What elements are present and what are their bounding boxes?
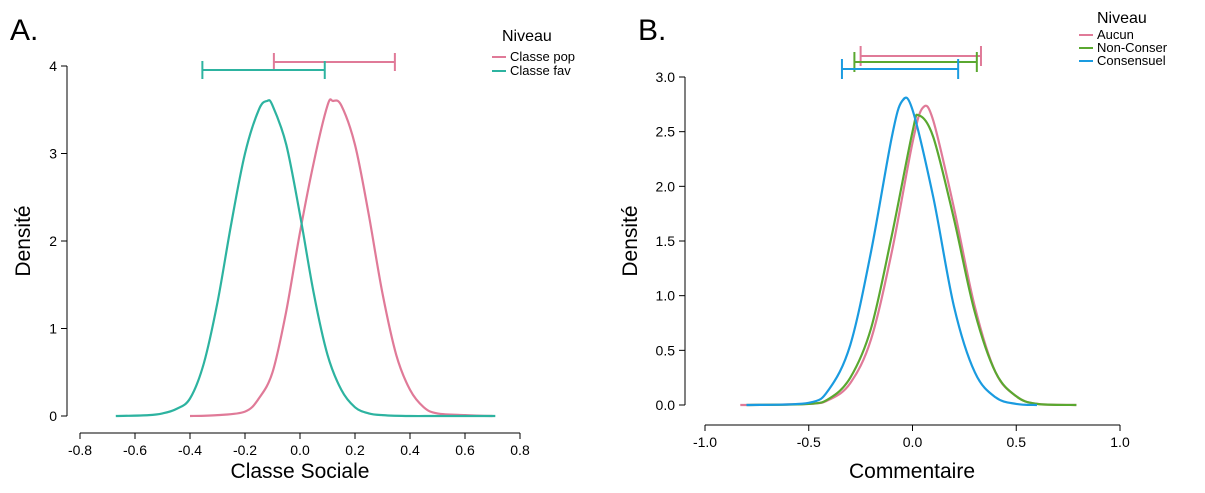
y-tick-label: 3 — [49, 146, 57, 162]
legend-label: Classe fav — [510, 63, 571, 78]
y-tick-label: 1.0 — [656, 288, 676, 304]
x-tick-label: 0.5 — [1007, 434, 1027, 450]
density-curve-1 — [746, 113, 1077, 407]
x-tick-label: -0.6 — [123, 442, 147, 458]
legend-entry-1: Non-Conser — [1079, 40, 1168, 55]
y-tick-label: 2 — [49, 233, 57, 249]
x-tick-label: -0.8 — [68, 442, 92, 458]
x-tick-label: -0.2 — [233, 442, 257, 458]
x-tick-label: 0.6 — [455, 442, 475, 458]
legend-entry-0: Classe pop — [492, 49, 575, 64]
legend-entry-1: Classe fav — [492, 63, 571, 78]
legend-label: Aucun — [1097, 27, 1134, 42]
y-tick-label: 1.5 — [656, 233, 676, 249]
x-axis-title: Commentaire — [849, 460, 975, 483]
density-curve-1 — [115, 99, 496, 418]
y-tick-label: 4 — [49, 58, 57, 74]
panel-label: A. — [10, 14, 38, 47]
y-tick-label: 0.5 — [656, 342, 676, 358]
y-tick-label: 0.0 — [656, 397, 676, 413]
y-tick-label: 1 — [49, 321, 57, 337]
x-tick-label: 0.0 — [290, 442, 310, 458]
density-curve-0 — [189, 98, 493, 418]
interval-bar-2 — [840, 59, 960, 79]
legend-label: Classe pop — [510, 49, 575, 64]
y-axis-title: Densité — [12, 205, 35, 276]
chart-panel-0: A. 0 1 2 3 4 -0.8 -0.6 -0.4 -0.2 0.0 0.2 0.4 0.6 0.8 Cl… — [10, 14, 575, 483]
y-axis-title: Densité — [619, 205, 642, 276]
x-tick-label: 0.8 — [510, 442, 530, 458]
y-tick-label: 2.0 — [656, 178, 676, 194]
legend-entry-0: Aucun — [1079, 27, 1134, 42]
interval-bar-0 — [272, 53, 396, 71]
interval-bar-1 — [201, 61, 326, 79]
legend-label: Non-Conser — [1097, 40, 1168, 55]
y-tick-label: 3.0 — [656, 69, 676, 85]
x-tick-label: 0.0 — [903, 434, 923, 450]
x-tick-label: 0.4 — [400, 442, 420, 458]
density-curve-2 — [746, 96, 1038, 407]
legend-label: Consensuel — [1097, 53, 1166, 68]
panel-label: B. — [638, 14, 666, 47]
y-tick-label: 0 — [49, 408, 57, 424]
x-tick-label: 1.0 — [1110, 434, 1130, 450]
y-tick-label: 2.5 — [656, 124, 676, 140]
chart-panel-1: B. 0.0 0.5 1.0 1.5 2.0 2.5 3.0 -1.0 -0.5 0.0 0.5 1.0… — [619, 10, 1168, 483]
legend-title: Niveau — [1097, 10, 1147, 27]
legend-title: Niveau — [502, 28, 552, 45]
legend-entry-2: Consensuel — [1079, 53, 1166, 68]
x-tick-label: -0.4 — [178, 442, 202, 458]
x-tick-label: -0.5 — [797, 434, 821, 450]
x-tick-label: 0.2 — [345, 442, 365, 458]
x-tick-label: -1.0 — [693, 434, 717, 450]
x-axis-title: Classe Sociale — [231, 460, 370, 483]
